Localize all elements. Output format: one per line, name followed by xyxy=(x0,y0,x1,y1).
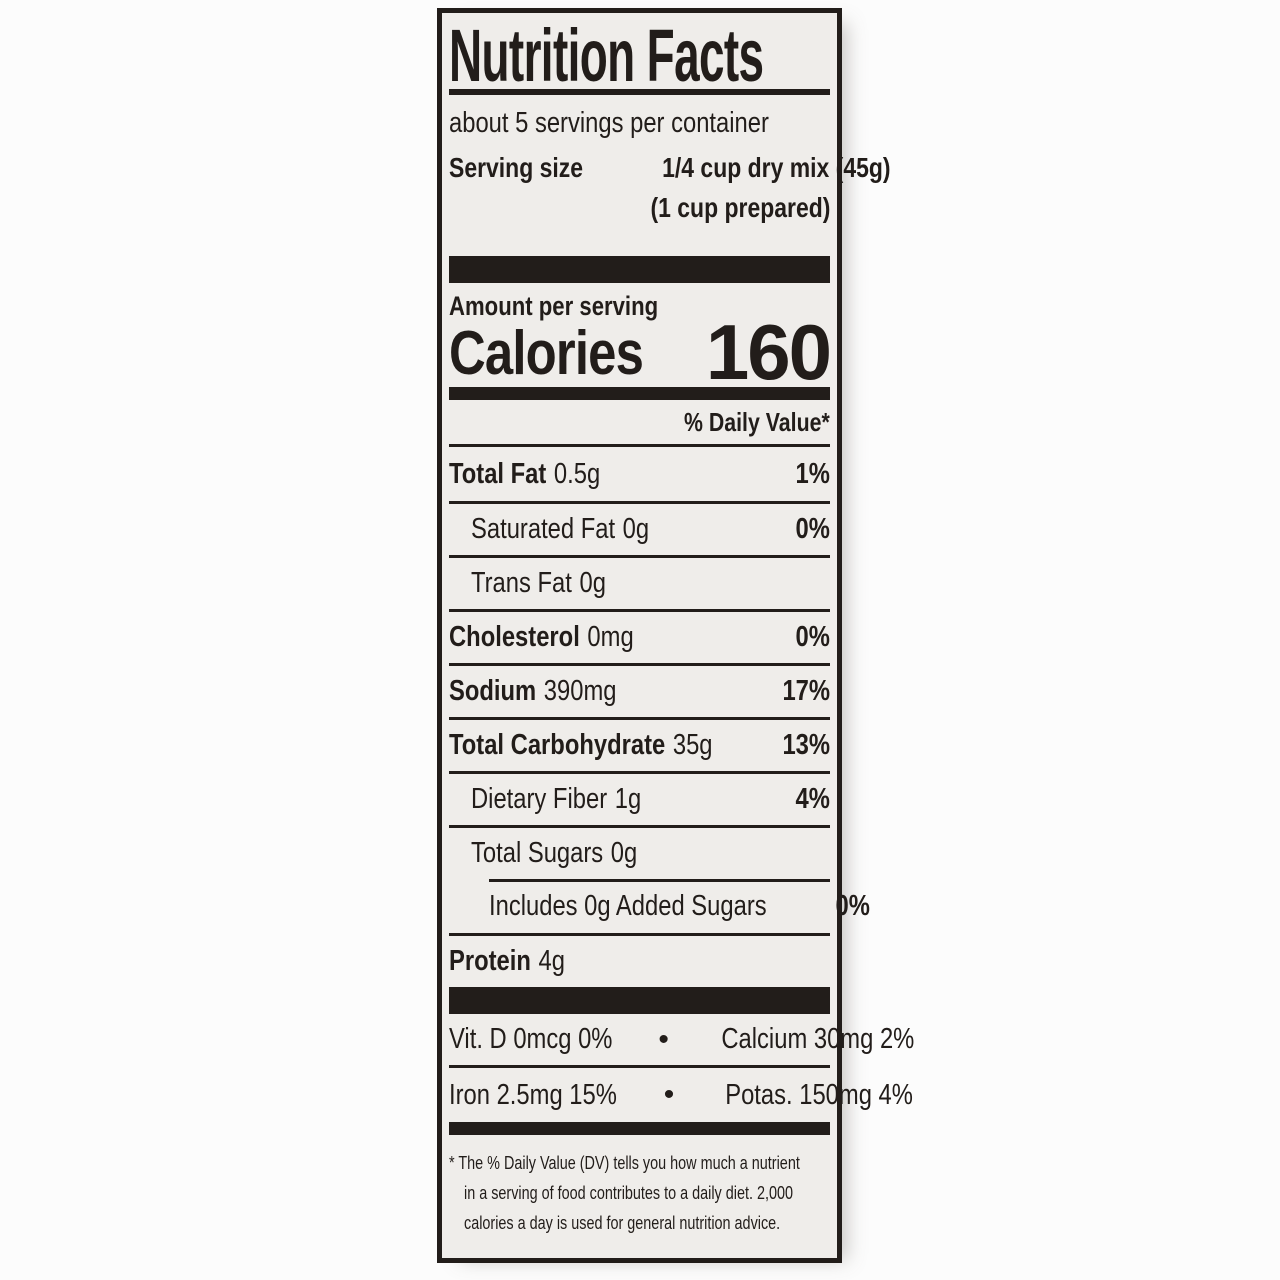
daily-value-header: % Daily Value* xyxy=(684,407,830,437)
micronutrient-right: Potas. 150mg 4% xyxy=(725,1078,914,1111)
servings-per-container: about 5 servings per container xyxy=(449,102,830,144)
nutrient-name: Includes 0g Added Sugars xyxy=(489,889,767,922)
serving-size-row: Serving size 1/4 cup dry mix (45g) xyxy=(449,149,891,187)
micronutrient-row: Iron 2.5mg 15% • Potas. 150mg 4% xyxy=(449,1068,913,1122)
calories-value: 160 xyxy=(705,308,832,396)
title-divider xyxy=(449,89,830,95)
nutrient-left: Total Fat 0.5g xyxy=(449,458,600,491)
micronutrient-left: Vit. D 0mcg 0% xyxy=(449,1023,613,1055)
footnote-line: in a serving of food contributes to a da… xyxy=(449,1178,830,1208)
nutrient-row: Dietary Fiber 1g 4% xyxy=(449,771,830,825)
nutrient-daily-value: 0% xyxy=(835,889,870,922)
serving-size-label: Serving size xyxy=(449,152,583,183)
medium-divider-calories xyxy=(449,387,830,400)
nutrient-left: Protein 4g xyxy=(449,945,565,978)
medium-divider-footnote xyxy=(449,1122,830,1135)
thick-divider-top xyxy=(449,256,830,283)
bullet-separator: • xyxy=(663,1078,675,1111)
nutrient-amount: 390mg xyxy=(543,675,617,707)
nutrient-daily-value: 13% xyxy=(782,729,830,761)
nutrient-amount: 0mg xyxy=(587,621,634,653)
nutrient-left: Total Carbohydrate 35g xyxy=(449,729,713,762)
calories-row: Calories 160 xyxy=(449,308,832,396)
nutrient-name: Trans Fat xyxy=(471,567,572,599)
nutrient-row: Sodium 390mg 17% xyxy=(449,663,830,717)
nutrient-amount: 35g xyxy=(672,729,713,761)
bullet-separator: • xyxy=(658,1022,669,1056)
nutrient-amount: 4g xyxy=(538,945,565,977)
nutrient-name: Sodium xyxy=(449,675,537,707)
serving-size-value: 1/4 cup dry mix (45g) xyxy=(662,152,891,183)
nutrient-row: Total Fat 0.5g 1% xyxy=(449,447,830,501)
nutrient-amount: 0g xyxy=(622,513,650,545)
micronutrient-row: Vit. D 0mcg 0% • Calcium 30mg 2% xyxy=(449,1014,914,1068)
footnote: * The % Daily Value (DV) tells you how m… xyxy=(449,1148,830,1238)
nutrient-name: Total Carbohydrate xyxy=(449,729,666,761)
nutrient-rows: Total Fat 0.5g 1% Saturated Fat 0g 0% Trans Fa… xyxy=(449,447,870,987)
nutrient-amount: 0g xyxy=(579,567,606,599)
amount-per-serving-row: Amount per serving xyxy=(449,291,830,321)
micronutrient-rows: Vit. D 0mcg 0% • Calcium 30mg 2% Iron 2.5mg… xyxy=(449,1014,914,1122)
nutrient-daily-value: 0% xyxy=(795,513,830,545)
nutrient-left: Dietary Fiber 1g xyxy=(471,783,641,816)
micronutrient-right-cell: Calcium 30mg 2% xyxy=(679,1023,914,1056)
footnote-line: * The % Daily Value (DV) tells you how m… xyxy=(449,1148,830,1178)
nutrient-daily-value: 0% xyxy=(795,621,830,653)
nutrient-name: Total Fat xyxy=(449,457,547,490)
serving-size-prepared-row: (1 cup prepared) xyxy=(449,187,830,229)
footnote-line: calories a day is used for general nutri… xyxy=(449,1208,830,1238)
nutrient-name: Cholesterol xyxy=(449,621,580,653)
serving-size-prepared: (1 cup prepared) xyxy=(650,192,830,223)
nutrient-daily-value: 17% xyxy=(782,675,830,707)
nutrient-amount: 0.5g xyxy=(553,457,601,490)
footnote-line-text: calories a day is used for general nutri… xyxy=(464,1213,781,1233)
nutrient-row: Cholesterol 0mg 0% xyxy=(449,609,830,663)
nutrient-daily-value: 1% xyxy=(795,457,830,490)
nutrient-name: Protein xyxy=(449,945,531,977)
footnote-line-text: in a serving of food contributes to a da… xyxy=(464,1183,794,1203)
nutrient-name: Total Sugars xyxy=(471,837,604,869)
nutrient-daily-value: 4% xyxy=(795,783,830,815)
nutrient-amount: 1g xyxy=(614,783,642,815)
nutrient-name: Saturated Fat xyxy=(471,513,616,545)
calories-label: Calories xyxy=(449,319,644,388)
amount-per-serving-label: Amount per serving xyxy=(449,291,659,321)
nutrient-left: Total Sugars 0g xyxy=(471,837,637,870)
nutrient-left: Includes 0g Added Sugars xyxy=(489,890,767,923)
label-title-text: Nutrition Facts xyxy=(449,14,764,97)
indented-divider xyxy=(489,879,830,882)
nutrient-left: Trans Fat 0g xyxy=(471,567,606,600)
nutrient-left: Cholesterol 0mg xyxy=(449,621,634,654)
micronutrient-right-cell: Potas. 150mg 4% xyxy=(684,1079,913,1112)
nutrient-row: Saturated Fat 0g 0% xyxy=(449,501,830,555)
nutrient-name: Dietary Fiber xyxy=(471,783,608,815)
nutrient-left: Saturated Fat 0g xyxy=(471,513,649,546)
micronutrient-left: Iron 2.5mg 15% xyxy=(449,1078,617,1111)
nutrient-left: Sodium 390mg xyxy=(449,675,617,708)
nutrient-row: Total Carbohydrate 35g 13% xyxy=(449,717,830,771)
nutrient-row: Protein 4g xyxy=(449,933,830,987)
header-divider xyxy=(449,444,830,447)
daily-value-header-row: % Daily Value* xyxy=(449,400,830,444)
thick-divider-bottom xyxy=(449,987,830,1014)
footnote-line-text: * The % Daily Value (DV) tells you how m… xyxy=(449,1153,800,1173)
nutrition-facts-label: Nutrition Facts about 5 servings per con… xyxy=(437,8,914,1263)
servings-per-container-text: about 5 servings per container xyxy=(449,107,769,139)
spacer xyxy=(449,229,830,256)
micronutrient-right: Calcium 30mg 2% xyxy=(721,1023,915,1055)
nutrient-row: Includes 0g Added Sugars 0% xyxy=(449,879,870,933)
nutrient-row: Trans Fat 0g xyxy=(449,555,830,609)
nutrient-amount: 0g xyxy=(610,837,638,869)
label-title: Nutrition Facts xyxy=(449,13,830,97)
nutrient-row: Total Sugars 0g xyxy=(449,825,830,879)
